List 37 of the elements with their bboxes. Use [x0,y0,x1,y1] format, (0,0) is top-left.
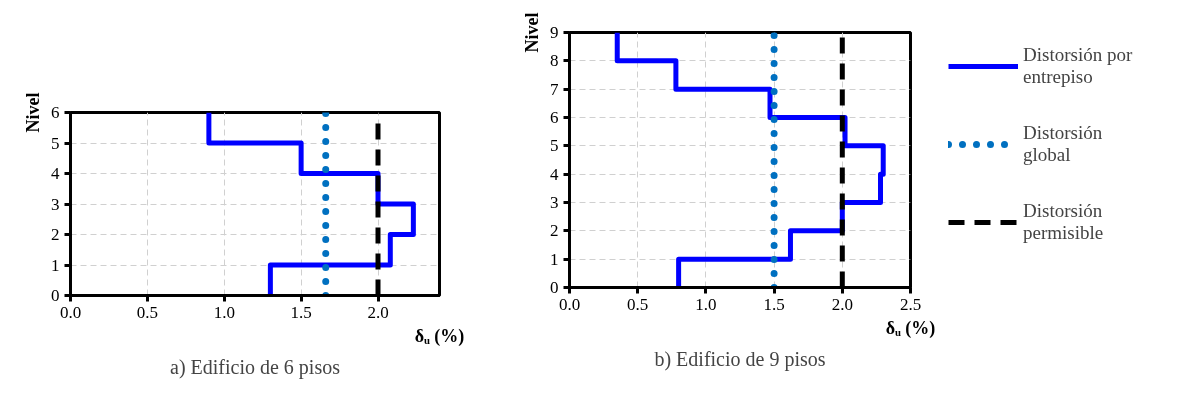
y-tick-label: 3 [550,193,559,212]
x-tick-label: 1.0 [213,302,235,322]
y-tick-label: 2 [550,221,559,241]
y-tick-label: 5 [51,133,60,153]
y-tick-label: 4 [51,164,60,183]
y-tick-label: 5 [550,136,559,156]
x-axis-title: δᵤ (%) [885,317,936,339]
x-axis-title: δᵤ (%) [414,325,465,347]
x-tick-label: 0.5 [136,302,158,322]
y-tick-label: 2 [51,225,60,244]
y-tick-label: 7 [550,79,559,99]
y-tick-label: 6 [550,108,559,127]
x-tick-label: 2.0 [367,302,389,322]
legend-label: Distorsión global [1023,121,1103,167]
legend-label: Distorsión permisible [1023,199,1104,245]
text: b) Edificio de 9 pisos [654,347,826,371]
y-tick-label: 4 [550,164,559,184]
x-tick-label: 0.0 [59,302,82,322]
x-tick-label: 0.5 [627,294,649,314]
x-tick-label: 0.0 [558,294,581,314]
y-tick-label: 1 [550,249,559,269]
y-tick-label: 0 [51,286,60,305]
y-axis-title: Nivel [522,12,542,53]
y-tick-label: 0 [550,278,559,297]
text: a) Edificio de 6 pisos [170,355,341,379]
x-tick-label: 2.5 [899,294,922,314]
x-tick-label: 1.5 [290,302,312,322]
legend-label: Distorsión por entrepiso [1023,43,1133,89]
y-tick-label: 1 [51,255,60,275]
x-tick-label: 1.0 [695,294,717,314]
y-tick-label: 8 [550,51,559,71]
y-tick-label: 6 [51,103,60,122]
y-axis-title: Nivel [23,92,43,133]
y-tick-label: 3 [51,194,60,214]
x-tick-label: 1.5 [763,294,785,314]
x-tick-label: 2.0 [831,294,853,314]
y-tick-label: 9 [550,23,559,42]
